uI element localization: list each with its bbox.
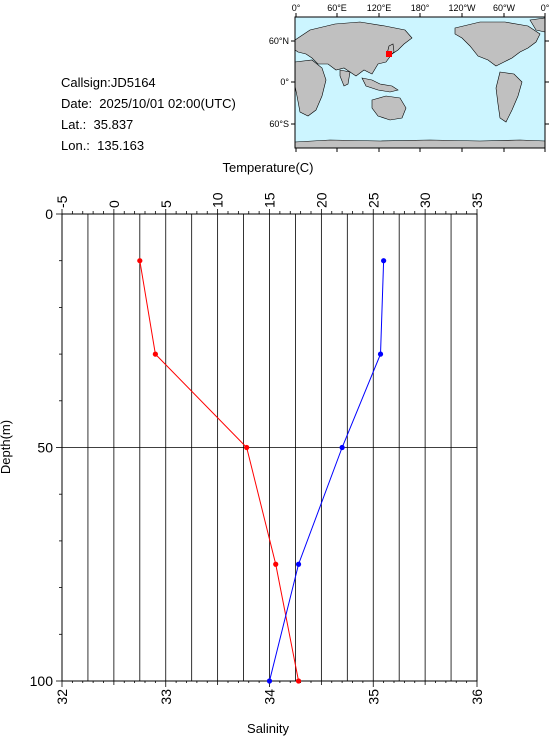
salinity-data-point — [295, 561, 302, 567]
australia-shape — [371, 95, 407, 121]
temperature-axis-title: Temperature(C) — [222, 160, 313, 175]
temperature-tick-label: 35 — [469, 192, 485, 208]
temperature-tick-label: 30 — [417, 192, 433, 208]
date-text: Date: 2025/10/01 02:00(UTC) — [61, 96, 236, 111]
salinity-axis-title: Salinity — [247, 721, 289, 736]
map-lon-label: 120°W — [448, 3, 476, 13]
temperature-tick-label: 10 — [210, 192, 226, 208]
world-map: 0° 60°E 120°E 180° 120°W 60°W 0° 60°N 0°… — [269, 3, 550, 152]
map-lon-label: 120°E — [367, 3, 392, 13]
temperature-tick-label: 5 — [158, 200, 174, 208]
temperature-tick-label: 0 — [106, 200, 122, 208]
temperature-tick-label: 25 — [365, 192, 381, 208]
map-lon-label: 0° — [541, 3, 550, 13]
series-layer — [137, 258, 387, 684]
salinity-data-point — [377, 351, 384, 357]
grid-lines — [62, 214, 477, 681]
salinity-tick-label: 33 — [158, 689, 174, 705]
antarctica-shape — [294, 139, 546, 149]
depth-tick-label: 50 — [37, 440, 53, 456]
temperature-data-point — [152, 351, 158, 357]
callsign-text: Callsign:JD5164 — [61, 75, 156, 90]
salinity-data-point — [381, 258, 387, 264]
map-lat-label: 60°N — [269, 36, 289, 46]
station-info: Callsign:JD5164 Date: 2025/10/01 02:00(U… — [61, 72, 236, 156]
india-shape — [339, 69, 351, 87]
depth-tick-label: 0 — [45, 206, 53, 222]
latitude-text: Lat.: 35.837 — [61, 117, 134, 132]
map-lat-label: 0° — [280, 77, 289, 87]
map-land — [294, 17, 546, 149]
salinity-tick-label: 35 — [365, 689, 381, 705]
salinity-tick-label: 32 — [54, 689, 70, 705]
north-america-shape — [454, 21, 541, 67]
salinity-data-point — [339, 444, 345, 451]
map-lon-label: 180° — [411, 3, 430, 13]
temperature-data-point — [244, 444, 250, 451]
temperature-data-point — [137, 258, 143, 264]
temperature-data-point — [295, 678, 302, 684]
temperature-tick-label: -5 — [54, 195, 70, 208]
indonesia-shape — [361, 77, 399, 93]
map-lon-label: 60°E — [327, 3, 347, 13]
africa-shape — [294, 59, 327, 117]
longitude-text: Lon.: 135.163 — [61, 138, 145, 153]
south-america-shape — [495, 71, 523, 123]
salinity-data-point — [266, 678, 273, 684]
map-lon-label: 60°W — [493, 3, 516, 13]
temperature-profile-line — [139, 260, 300, 682]
eurasia-shape — [294, 21, 413, 77]
depth-tick-label: 100 — [30, 673, 54, 689]
station-marker — [386, 51, 392, 57]
map-lat-label: 60°S — [269, 119, 289, 129]
map-lon-label: 0° — [292, 3, 301, 13]
salinity-tick-label: 36 — [469, 689, 485, 705]
temperature-tick-label: 15 — [262, 192, 278, 208]
salinity-tick-label: 34 — [262, 689, 278, 705]
temperature-tick-label: 20 — [313, 192, 329, 208]
temperature-data-point — [273, 561, 279, 567]
depth-axis-title: Depth(m) — [0, 420, 13, 474]
